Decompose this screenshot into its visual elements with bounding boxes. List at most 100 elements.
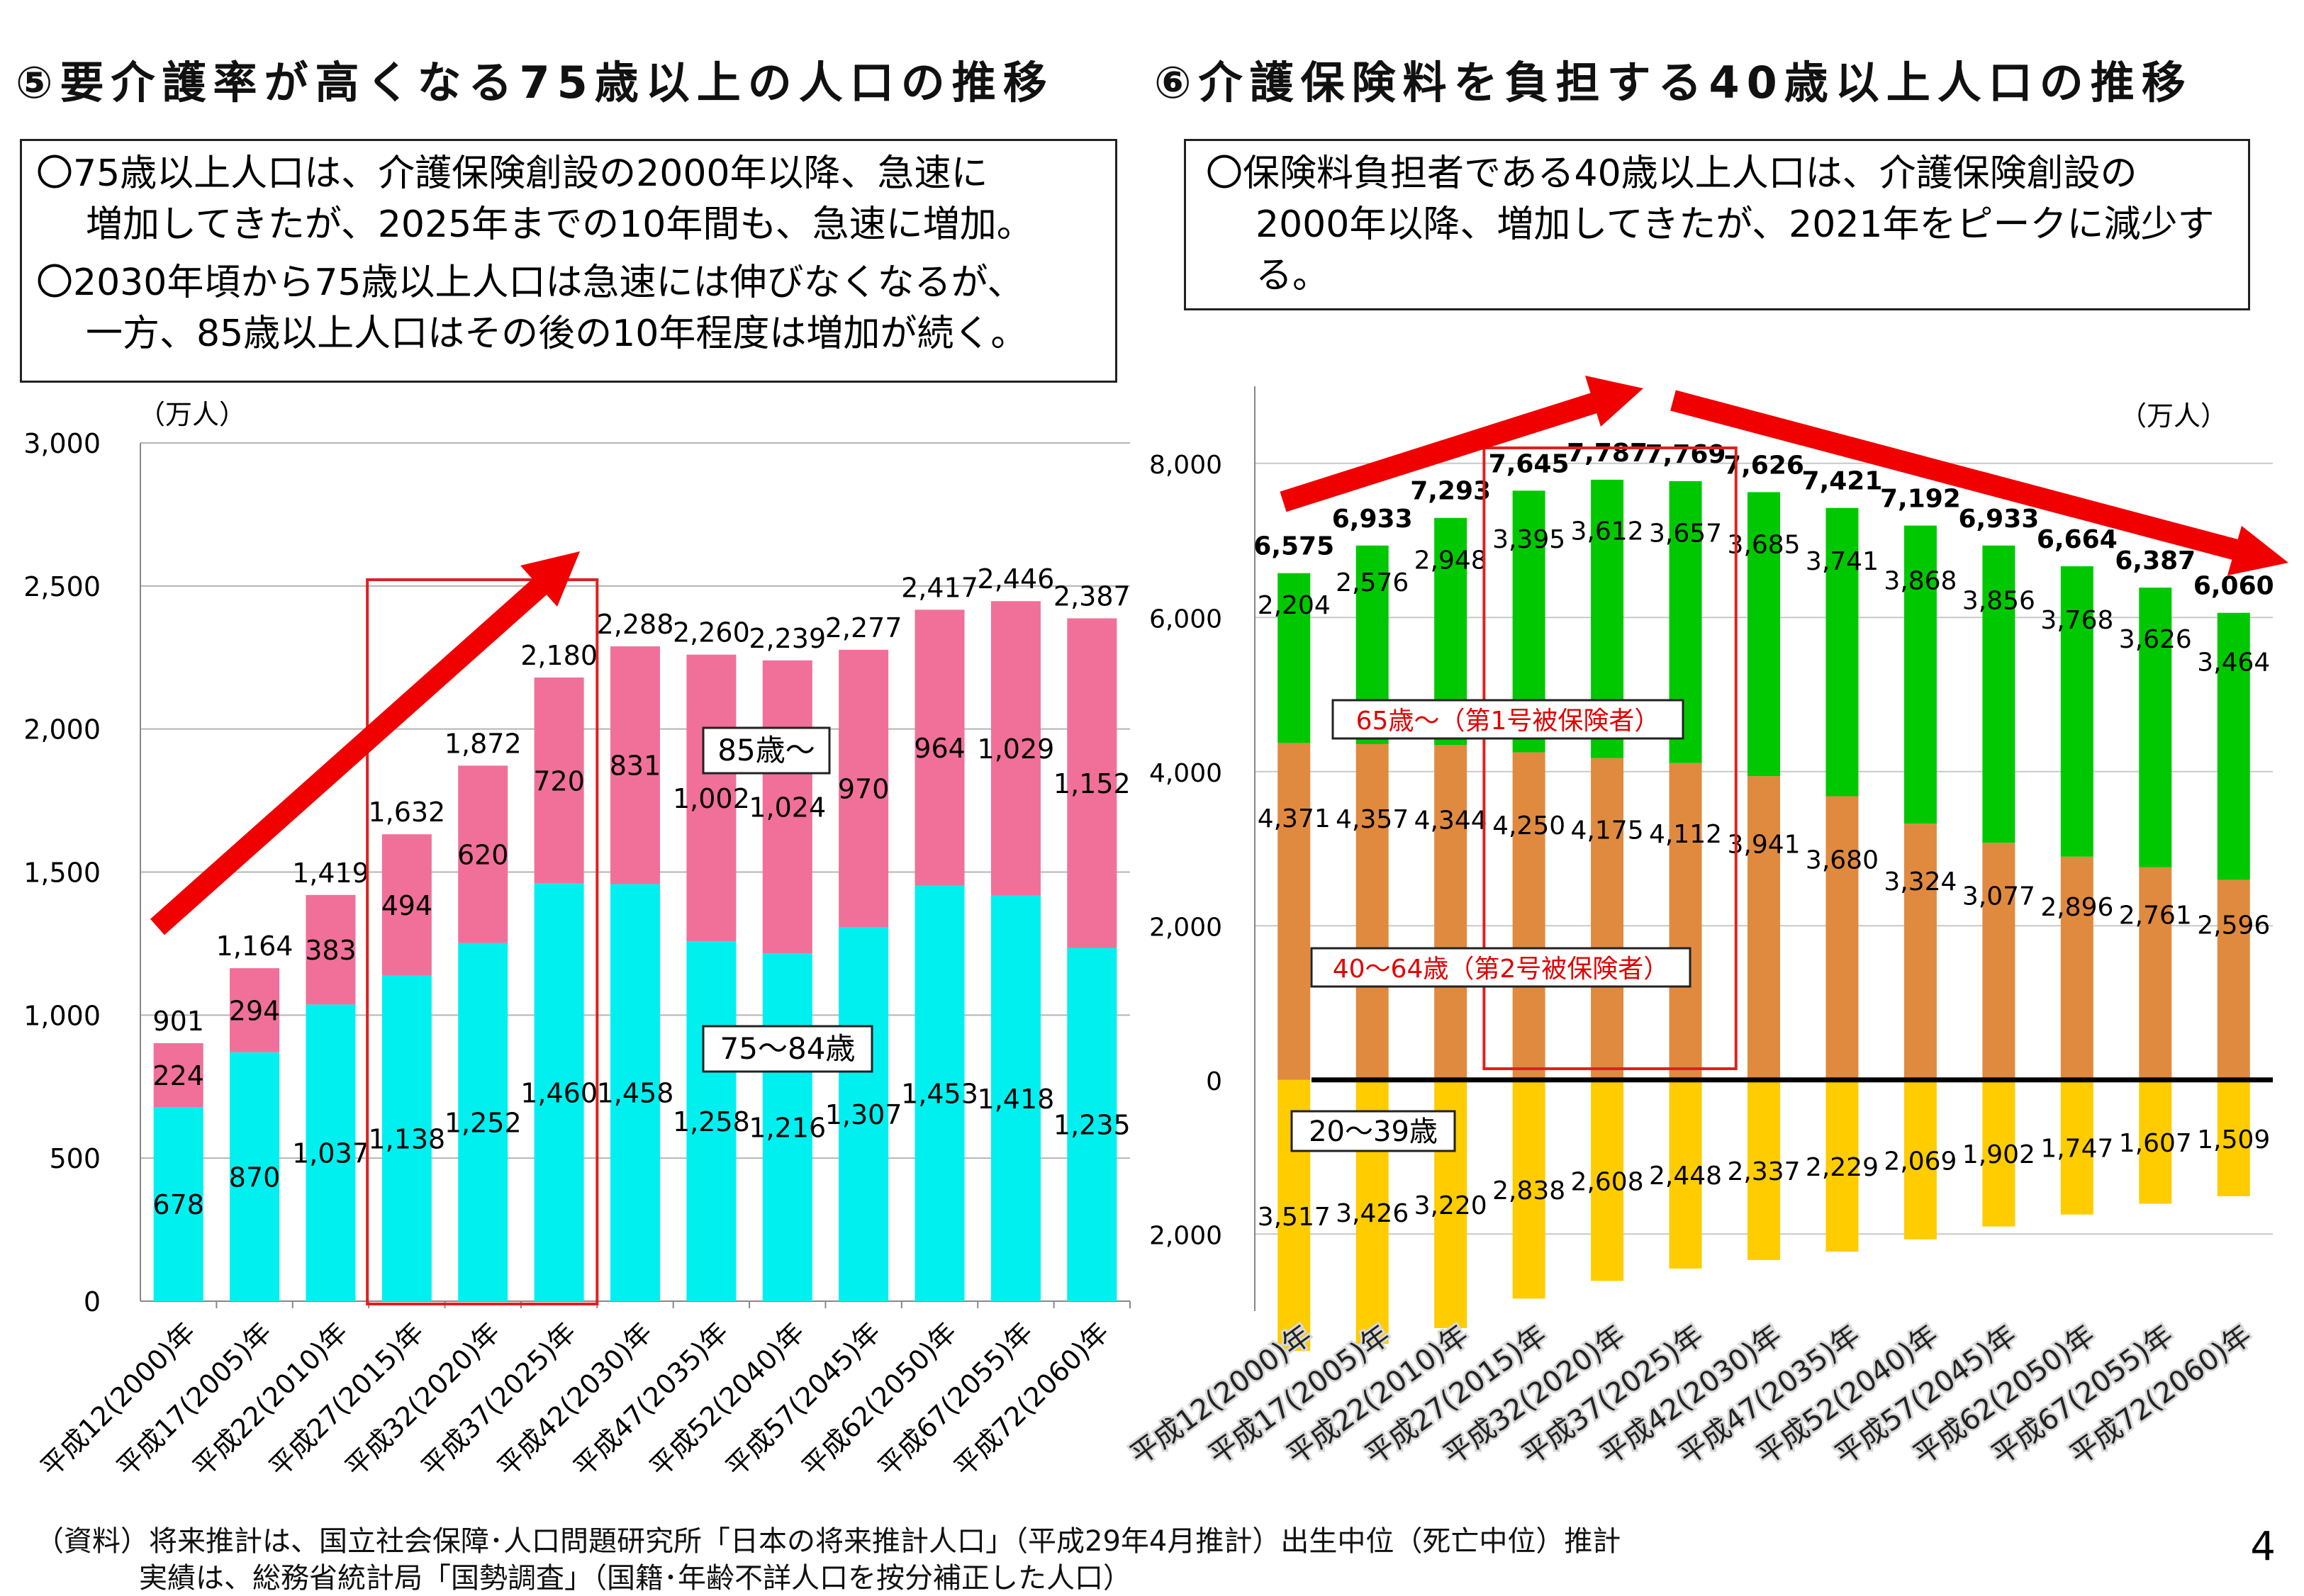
data-label-20-39: 3,517: [1258, 1203, 1331, 1232]
data-label-75-84: 1,252: [444, 1107, 522, 1138]
right-note-1c: る。: [1256, 254, 1330, 297]
bar-85-plus: [686, 654, 737, 942]
y-tick-label: 0: [1206, 1067, 1222, 1096]
legend-85-plus-box: [702, 726, 831, 775]
trend-arrow-shaft: [150, 573, 553, 935]
bar-85-plus: [306, 894, 356, 1005]
data-label-75-84: 1,258: [673, 1106, 750, 1137]
bar-85-plus: [230, 968, 280, 1052]
bar-75-84: [230, 1052, 280, 1301]
data-label-85-plus: 1,002: [673, 783, 750, 814]
bar-75-84: [458, 943, 508, 1301]
data-label-40-64: 2,596: [2197, 911, 2270, 940]
y-tick-label: 0: [84, 1286, 101, 1317]
bar-40-64: [1355, 743, 1389, 1080]
bar-75-84: [534, 883, 584, 1301]
data-label-65-plus: 3,856: [1962, 586, 2035, 615]
bar-40-64: [1747, 776, 1780, 1080]
data-label-65-plus: 3,395: [1492, 525, 1565, 554]
bar-75-84: [915, 885, 965, 1301]
bar-65-plus: [2060, 566, 2093, 857]
bar-20-39: [2217, 1079, 2250, 1196]
data-label-total: 2,239: [749, 623, 826, 654]
data-label-65-plus: 2,576: [1336, 568, 1409, 597]
data-label-20-39: 1,509: [2197, 1125, 2270, 1154]
data-label-65-plus: 3,741: [1806, 547, 1879, 576]
y-tick-label: 2,000: [23, 714, 101, 746]
data-label-65-plus: 2,948: [1414, 546, 1487, 575]
data-label-65-plus: 2,204: [1258, 591, 1331, 620]
data-label-total: 1,632: [368, 797, 445, 828]
data-label-65-plus: 3,685: [1727, 531, 1800, 560]
trend-arrow-down-head: [2227, 526, 2288, 575]
bar-40-64: [2217, 880, 2250, 1080]
data-label-total: 2,277: [825, 612, 902, 644]
bar-40-64: [1434, 745, 1467, 1080]
y-tick-label: 3,000: [23, 428, 101, 459]
source-note-1: （資料）将来推計は、国立社会保障･人口問題研究所「日本の将来推計人口」（平成29…: [35, 1525, 1621, 1558]
left-note-1b: 増加してきたが、2025年までの10年間も、急速に増加。: [86, 203, 1034, 246]
bar-75-84: [610, 884, 660, 1301]
data-label-40-64: 2,896: [2040, 893, 2113, 922]
bar-40-64: [2060, 856, 2093, 1080]
data-label-75-84: 1,235: [1053, 1110, 1131, 1141]
data-label-75-84: 1,307: [825, 1099, 902, 1130]
bar-40-64: [1512, 752, 1545, 1080]
bar-40-64: [1669, 763, 1702, 1080]
bar-85-plus: [153, 1043, 203, 1108]
data-label-75-84: 1,037: [292, 1138, 369, 1169]
right-note-1a: 〇保険料負担者である40歳以上人口は、介護保険創設の: [1206, 152, 2137, 195]
legend-75-84: 75～84歳: [720, 1031, 856, 1066]
data-label-40-64: 3,324: [1884, 867, 1957, 897]
left-chart-title: ⑤要介護率が高くなる75歳以上の人口の推移: [16, 57, 1054, 108]
bar-40-64: [1825, 796, 1859, 1080]
bar-65-plus: [1982, 545, 2015, 843]
bar-20-39: [1512, 1079, 1545, 1299]
y-tick-label: 2,000: [1149, 1221, 1222, 1250]
data-label-65-plus: 3,626: [2119, 625, 2192, 654]
highlight-box: [1482, 446, 1738, 1070]
data-label-total: 6,387: [2115, 546, 2196, 575]
data-label-total: 2,446: [978, 563, 1055, 595]
legend-20-39: 20～39歳: [1309, 1115, 1438, 1148]
data-label-total: 1,419: [292, 858, 369, 889]
bar-65-plus: [2217, 612, 2250, 880]
bar-40-64: [1277, 743, 1311, 1080]
data-label-20-39: 2,448: [1649, 1162, 1722, 1191]
bar-65-plus: [1903, 525, 1937, 824]
data-label-20-39: 3,426: [1336, 1199, 1409, 1228]
bar-85-plus: [381, 834, 432, 976]
bar-85-plus: [915, 609, 965, 886]
data-label-75-84: 1,216: [749, 1113, 826, 1144]
bar-20-39: [2060, 1079, 2093, 1215]
trend-arrow-head: [520, 551, 580, 607]
bar-20-39: [1747, 1079, 1780, 1260]
y-unit-label: （万人）: [2120, 400, 2227, 432]
data-label-65-plus: 3,612: [1571, 517, 1644, 546]
bar-40-64: [1982, 843, 2015, 1080]
data-label-total: 7,421: [1802, 467, 1883, 496]
data-label-40-64: 4,371: [1258, 804, 1331, 833]
data-label-85-plus: 1,152: [1053, 768, 1131, 799]
data-label-40-64: 4,112: [1649, 820, 1722, 849]
bar-75-84: [1067, 948, 1117, 1301]
data-label-total: 1,872: [444, 728, 522, 759]
data-label-total: 2,288: [597, 609, 674, 640]
bar-75-84: [762, 953, 812, 1301]
bar-75-84: [306, 1004, 356, 1301]
trend-arrow-up-head: [1585, 376, 1643, 427]
data-label-75-84: 1,453: [901, 1079, 978, 1110]
data-label-75-84: 678: [152, 1189, 204, 1220]
data-label-total: 2,417: [901, 572, 978, 603]
bar-85-plus: [1067, 618, 1117, 948]
legend-75-84-box: [702, 1025, 873, 1073]
source-note-2: 実績は、総務省統計局「国勢調査」（国籍･年齢不詳人口を按分補正した人口）: [139, 1562, 1131, 1595]
data-label-total: 7,645: [1489, 449, 1570, 478]
data-label-20-39: 2,608: [1571, 1168, 1644, 1197]
data-label-85-plus: 224: [152, 1060, 204, 1091]
data-label-65-plus: 3,657: [1649, 519, 1722, 548]
right-summary-box: 〇保険料負担者である40歳以上人口は、介護保険創設の 2000年以降、増加してき…: [1184, 139, 2250, 310]
y-tick-label: 1,500: [23, 858, 101, 889]
data-label-total: 7,293: [1410, 477, 1491, 506]
